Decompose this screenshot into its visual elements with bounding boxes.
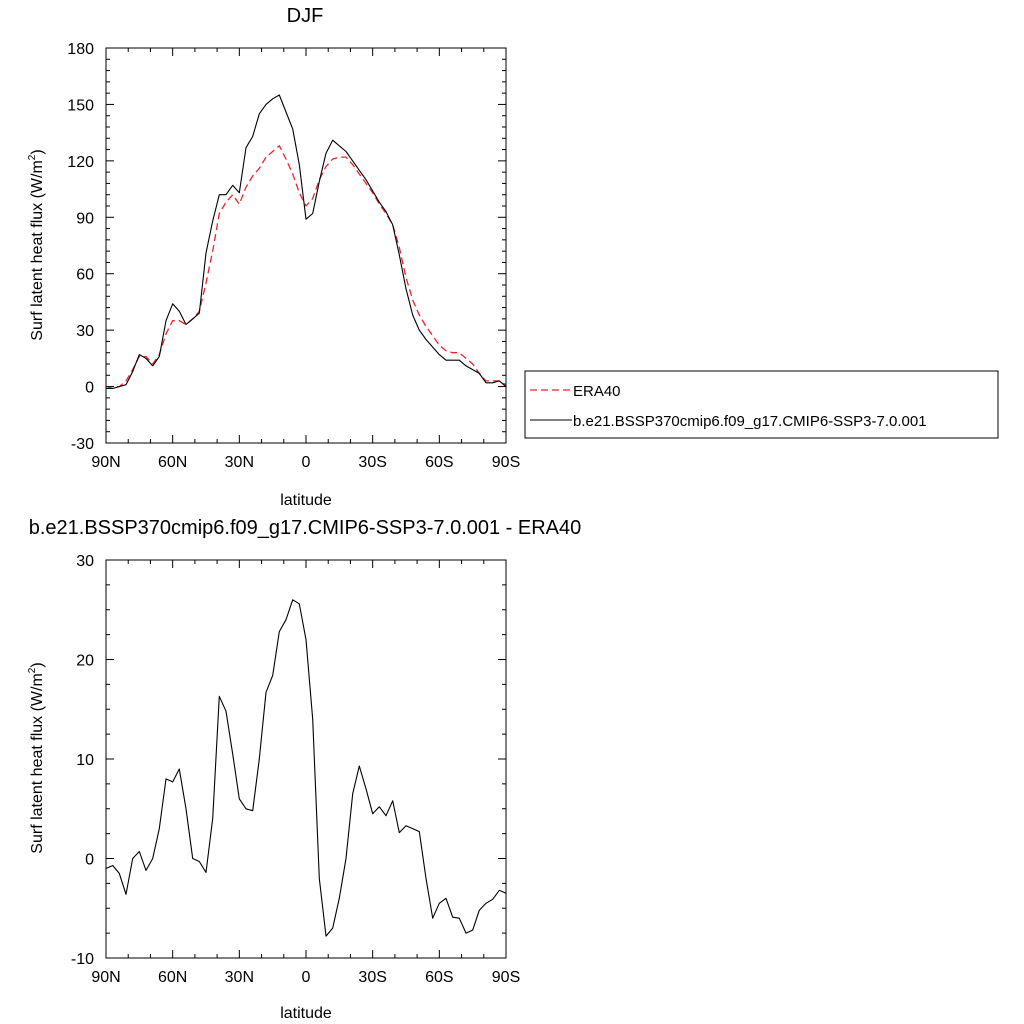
top-chart-y-axis-label: Surf latent heat flux (W/m2) <box>27 149 46 340</box>
top-chart-series-line-0 <box>105 145 507 390</box>
bottom-chart-y-axis-label-main: Surf latent heat flux (W/m <box>29 673 46 854</box>
top-chart-y-tick-label: 0 <box>85 380 94 397</box>
top-chart-y-tick-label: 60 <box>76 267 94 284</box>
bottom-chart-x-tick-label: 60N <box>158 969 187 986</box>
bottom-chart-y-axis-label-close: ) <box>29 662 46 667</box>
legend-box <box>524 370 999 439</box>
top-chart-y-tick-label: -30 <box>71 436 94 453</box>
top-chart-frame <box>105 47 507 444</box>
top-chart-y-tick-label: 120 <box>67 154 94 171</box>
top-chart-y-axis-label-sup: 2 <box>27 154 38 160</box>
legend-label-model: b.e21.BSSP370cmip6.f09_g17.CMIP6-SSP3-7.… <box>573 413 927 430</box>
top-chart-ticks: 90N 60N 30N 0 30S 60S 90S -30 0 30 60 90 120 150 180 <box>67 41 520 471</box>
bottom-chart-y-tick-label: 30 <box>76 553 94 570</box>
bottom-chart-x-tick-label: 90N <box>91 969 120 986</box>
bottom-chart-y-tick-label: 10 <box>76 752 94 769</box>
legend: ERA40 b.e21.BSSP370cmip6.f09_g17.CMIP6-S… <box>524 370 999 439</box>
top-chart-x-tick-label: 90N <box>91 454 120 471</box>
top-chart-x-tick-label: 30N <box>225 454 254 471</box>
top-chart-y-tick-label: 150 <box>67 97 94 114</box>
top-chart-y-axis-label-close: ) <box>29 149 46 154</box>
top-chart: DJF 90N 60N 30N 0 30S 60S 90S -30 0 30 60 90 120 150 1… <box>27 5 520 509</box>
bottom-chart-y-tick-label: 20 <box>76 653 94 670</box>
bottom-chart-x-tick-label: 30S <box>358 969 386 986</box>
bottom-chart-x-tick-label: 30N <box>225 969 254 986</box>
top-chart-series-line-1 <box>106 94 507 390</box>
bottom-chart-title: b.e21.BSSP370cmip6.f09_g17.CMIP6-SSP3-7.… <box>29 517 582 539</box>
bottom-chart-x-axis-label: latitude <box>280 1005 332 1022</box>
bottom-chart-x-tick-label: 0 <box>302 969 311 986</box>
top-chart-x-tick-label: 90S <box>492 454 520 471</box>
top-chart-x-tick-label: 0 <box>302 454 311 471</box>
bottom-chart-x-tick-label: 90S <box>492 969 520 986</box>
top-chart-y-tick-label: 180 <box>67 41 94 58</box>
legend-label-era40: ERA40 <box>573 383 621 400</box>
top-chart-x-tick-label: 60S <box>425 454 453 471</box>
bottom-chart: b.e21.BSSP370cmip6.f09_g17.CMIP6-SSP3-7.… <box>27 517 581 1022</box>
top-chart-x-tick-label: 60N <box>158 454 187 471</box>
bottom-chart-y-axis-label: Surf latent heat flux (W/m2) <box>27 662 46 853</box>
top-chart-x-axis-label: latitude <box>280 492 332 509</box>
top-chart-data-layer <box>105 94 507 390</box>
bottom-chart-x-tick-label: 60S <box>425 969 453 986</box>
bottom-chart-y-tick-label: 0 <box>85 852 94 869</box>
bottom-chart-y-axis-label-sup: 2 <box>27 667 38 673</box>
bottom-chart-series-line-0 <box>105 599 507 937</box>
top-chart-y-axis-label-main: Surf latent heat flux (W/m <box>29 160 46 341</box>
bottom-chart-ticks: 90N 60N 30N 0 30S 60S 90S -10 0 10 20 30 <box>71 553 520 986</box>
top-chart-y-tick-label: 30 <box>76 323 94 340</box>
bottom-chart-y-tick-label: -10 <box>71 951 94 968</box>
bottom-chart-data-layer <box>105 599 507 937</box>
top-chart-x-tick-label: 30S <box>358 454 386 471</box>
top-chart-title: DJF <box>287 5 324 27</box>
top-chart-y-tick-label: 90 <box>76 210 94 227</box>
